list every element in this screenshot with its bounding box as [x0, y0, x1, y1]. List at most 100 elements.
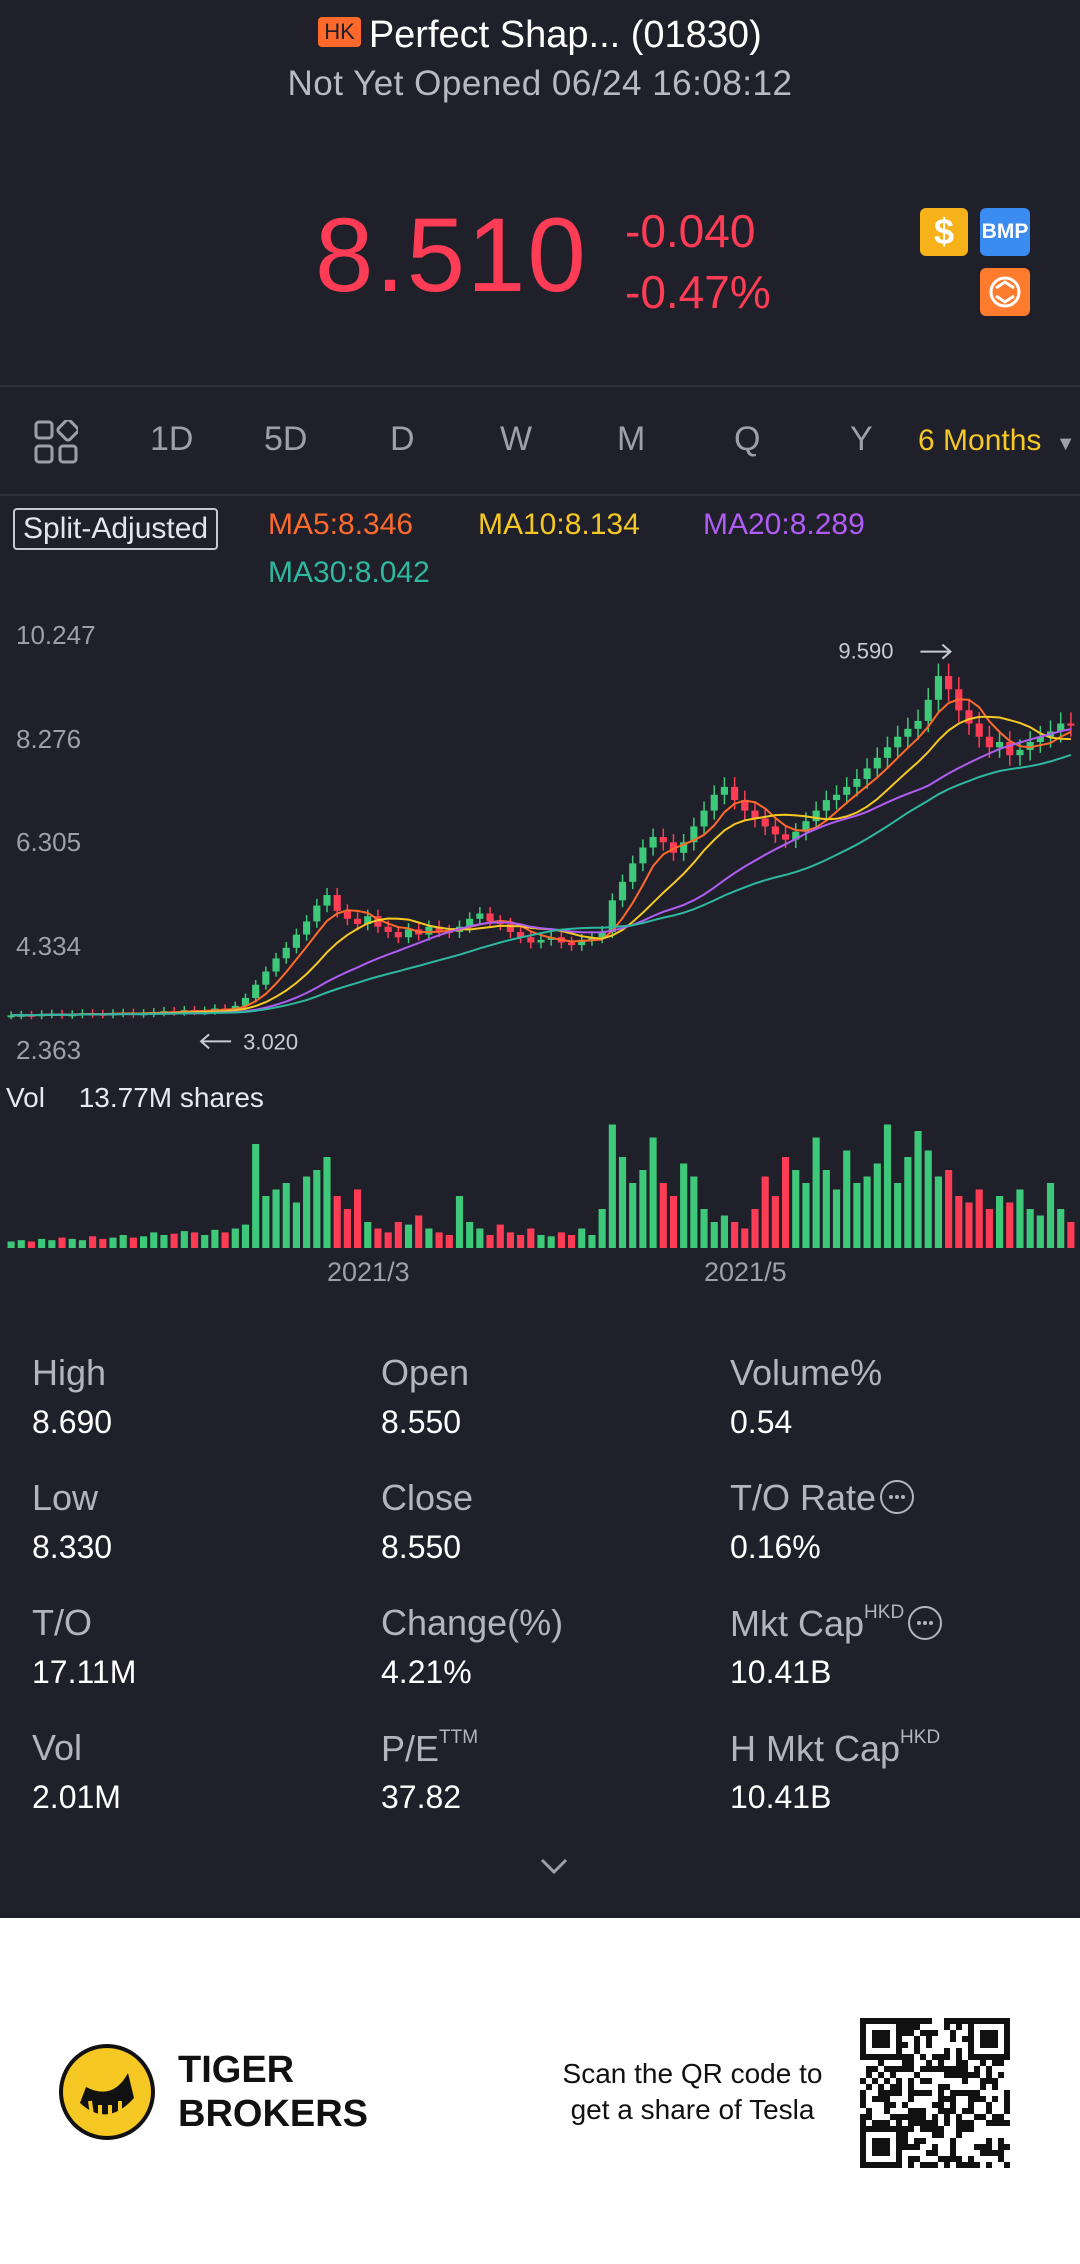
qr-module [872, 2078, 878, 2084]
swap-icon[interactable] [980, 268, 1030, 316]
tab-5d[interactable]: 5D [264, 420, 308, 458]
volume-label: Vol [6, 1082, 45, 1113]
qr-module [944, 2156, 950, 2162]
split-adjusted-button[interactable]: Split-Adjusted [13, 508, 219, 550]
qr-module [992, 2096, 998, 2102]
stat-to-rate-label: T/O Rate [730, 1477, 877, 1518]
stock-title[interactable]: HK Perfect Shap... (01830) [0, 14, 1080, 57]
qr-module [944, 2120, 950, 2126]
qr-module [962, 2036, 968, 2042]
stat-open-value: 8.550 [381, 1404, 462, 1440]
volume-bar [221, 1232, 229, 1248]
qr-module [896, 2066, 902, 2072]
qr-module [980, 2084, 986, 2090]
qr-module [926, 2090, 932, 2096]
expand-chevron-icon[interactable] [524, 1852, 584, 1882]
candle-body [853, 778, 861, 787]
currency-sup: HKD [900, 1727, 941, 1748]
stat-close-value: 8.550 [381, 1529, 462, 1565]
qr-module [872, 2066, 878, 2072]
qr-module [860, 2120, 866, 2126]
qr-module [926, 2018, 932, 2024]
qr-module [902, 2138, 908, 2144]
qr-module [884, 2066, 890, 2072]
info-icon[interactable] [908, 1606, 943, 1640]
volume-bar [822, 1170, 830, 1248]
stat-mkt-cap-label: Mkt Cap [730, 1603, 865, 1644]
tab-6-months[interactable]: 6 Months ▼ [918, 424, 1076, 458]
tab-day[interactable]: D [390, 420, 415, 458]
candle-body [649, 836, 657, 848]
qr-module [920, 2126, 926, 2132]
arrow-right-icon [920, 643, 952, 660]
ma5-line [11, 698, 1072, 1017]
market-badge: HK [318, 17, 361, 47]
qr-module [914, 2108, 920, 2114]
tab-week[interactable]: W [500, 420, 533, 458]
stat-turnover-label: T/O [32, 1602, 92, 1643]
qr-module [938, 2126, 944, 2132]
tab-1d[interactable]: 1D [150, 420, 194, 458]
stat-high-value: 8.690 [32, 1404, 113, 1440]
qr-module [968, 2090, 974, 2096]
qr-module [884, 2090, 890, 2096]
candle-body [394, 931, 402, 938]
y-tick: 4.334 [16, 931, 82, 961]
tab-month[interactable]: M [617, 420, 646, 458]
tab-quarter[interactable]: Q [734, 420, 761, 458]
qr-module [932, 2066, 938, 2072]
qr-module [914, 2090, 920, 2096]
qr-module [944, 2054, 950, 2060]
qr-module [968, 2156, 974, 2162]
volume-bar [364, 1222, 372, 1248]
candle-body [7, 1015, 15, 1018]
candle-body [832, 794, 841, 801]
qr-module [944, 2066, 950, 2072]
qr-caption-line-2: get a share of Tesla [570, 2094, 815, 2125]
qr-module [878, 2084, 884, 2090]
candle-body [720, 786, 728, 795]
volume-bar [934, 1176, 942, 1248]
qr-module [884, 2096, 890, 2102]
ma10-value: MA10:8.134 [478, 508, 640, 541]
candle-body [486, 913, 494, 922]
qr-module [908, 2024, 914, 2030]
qr-code[interactable] [860, 2018, 1010, 2168]
candle-body [822, 800, 830, 811]
qr-module [920, 2078, 926, 2084]
qr-module [1004, 2162, 1010, 2168]
info-icon[interactable] [880, 1480, 915, 1514]
tab-year[interactable]: Y [850, 420, 873, 458]
promo-footer: TIGER BROKERS Scan the QR code to get a … [0, 1918, 1080, 2264]
volume-bar [996, 1196, 1004, 1248]
candlestick-chart[interactable]: 9.590 3.020 [0, 610, 1080, 1270]
bmp-icon[interactable]: BMP [980, 208, 1030, 256]
qr-module [878, 2090, 884, 2096]
layout-grid-icon[interactable] [34, 418, 80, 464]
qr-module [932, 2132, 938, 2138]
qr-module [866, 2072, 872, 2078]
qr-module [908, 2096, 914, 2102]
stat-low-label: Low [32, 1477, 99, 1518]
candle-body [782, 834, 790, 840]
qr-module [968, 2162, 974, 2168]
volume-bar [802, 1183, 810, 1248]
volume-bar [303, 1176, 311, 1248]
qr-module [902, 2042, 908, 2048]
qr-module [950, 2090, 956, 2096]
qr-module [908, 2030, 914, 2036]
dollar-icon[interactable]: $ [920, 208, 968, 256]
qr-module [938, 2060, 944, 2066]
qr-module [932, 2114, 938, 2120]
qr-module [956, 2054, 962, 2060]
volume-bar [211, 1229, 219, 1248]
qr-module [998, 2156, 1004, 2162]
qr-module [956, 2048, 962, 2054]
volume-bar [537, 1235, 545, 1248]
qr-module [920, 2114, 926, 2120]
candle-body [792, 831, 800, 840]
qr-module [956, 2132, 962, 2138]
currency-sup: HKD [864, 1602, 905, 1623]
qr-module [860, 2096, 866, 2102]
qr-module [944, 2162, 950, 2168]
